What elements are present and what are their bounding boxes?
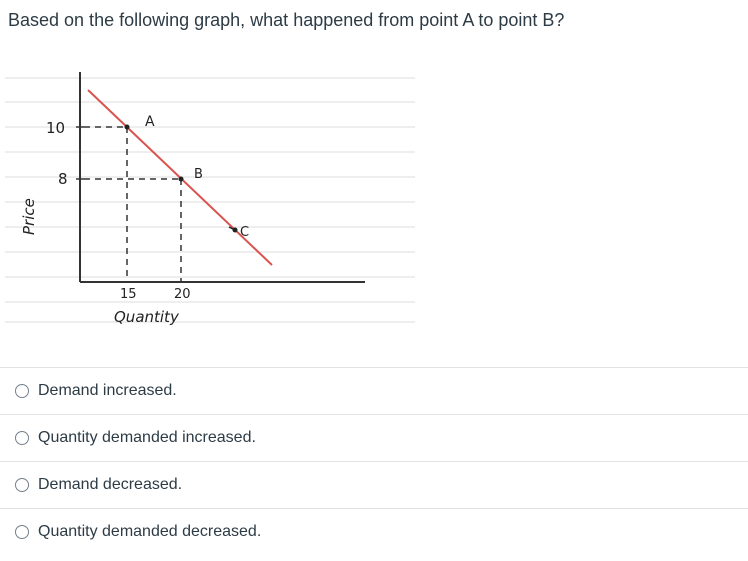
y-tick-label-10: 10 [46, 119, 65, 137]
point-a-marker [124, 124, 130, 130]
answer-option-quantity-demanded-decreased[interactable]: Quantity demanded decreased. [0, 508, 748, 556]
answer-list: Demand increased. Quantity demanded incr… [0, 367, 748, 556]
answer-option-quantity-demanded-increased[interactable]: Quantity demanded increased. [0, 414, 748, 461]
question-text: Based on the following graph, what happe… [8, 10, 565, 30]
radio-button[interactable] [15, 431, 29, 445]
guide-lines [84, 126, 182, 282]
point-label-b: B [194, 167, 203, 182]
answer-label: Quantity demanded increased. [38, 429, 256, 446]
demand-graph-image: A B C 10 8 15 20 Quantity Price [0, 60, 420, 350]
x-tick-label-20: 20 [174, 287, 191, 302]
radio-button[interactable] [15, 525, 29, 539]
radio-button[interactable] [15, 478, 29, 492]
y-axis-label: Price [20, 198, 38, 235]
y-tick-label-8: 8 [58, 170, 68, 188]
radio-button[interactable] [15, 384, 29, 398]
point-label-a: A [145, 114, 155, 130]
answer-label: Demand decreased. [38, 476, 183, 493]
point-label-c: C [240, 225, 249, 240]
answer-label: Demand increased. [38, 382, 177, 399]
x-tick-label-15: 15 [120, 287, 137, 302]
ruled-lines [5, 77, 415, 323]
x-axis-label: Quantity [114, 308, 180, 326]
answer-option-demand-increased[interactable]: Demand increased. [0, 367, 748, 414]
point-b-marker [178, 176, 184, 182]
answer-label: Quantity demanded decreased. [38, 523, 262, 540]
answer-option-demand-decreased[interactable]: Demand decreased. [0, 461, 748, 508]
